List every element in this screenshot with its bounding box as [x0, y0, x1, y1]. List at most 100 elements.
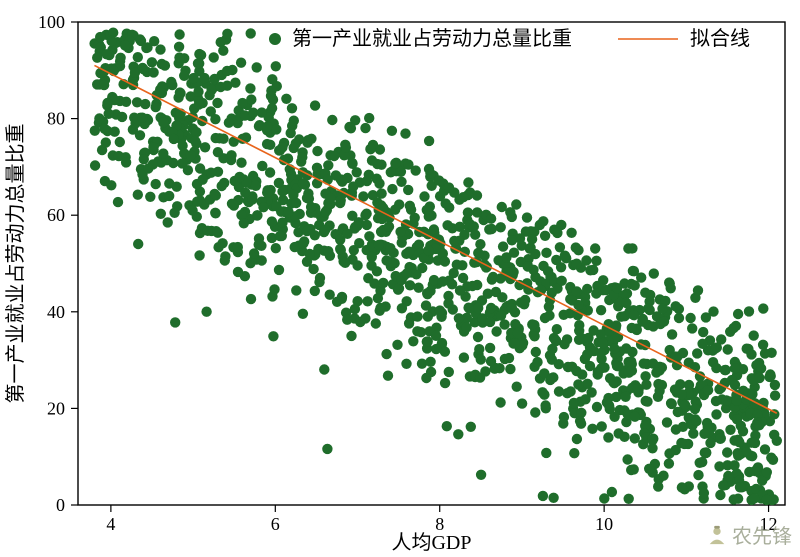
data-point — [630, 433, 640, 443]
data-point — [505, 364, 515, 374]
data-point — [255, 240, 265, 250]
data-point — [523, 261, 533, 271]
data-point — [770, 390, 780, 400]
data-point — [375, 306, 385, 316]
data-point — [507, 235, 517, 245]
data-point — [381, 255, 391, 265]
data-point — [623, 243, 633, 253]
data-point — [749, 437, 759, 447]
data-point — [402, 268, 412, 278]
data-point — [467, 281, 477, 291]
data-point — [440, 256, 450, 266]
data-point — [308, 264, 318, 274]
data-point — [541, 403, 551, 413]
data-point — [323, 246, 333, 256]
data-point — [246, 28, 256, 38]
data-point — [769, 430, 779, 440]
data-point — [627, 366, 637, 376]
x-tick-label: 10 — [595, 514, 613, 534]
data-point — [463, 207, 473, 217]
data-point — [485, 343, 495, 353]
data-point — [657, 380, 667, 390]
data-point — [274, 265, 284, 275]
data-point — [758, 340, 768, 350]
data-point — [240, 188, 250, 198]
data-point — [120, 40, 130, 50]
data-point — [734, 437, 744, 447]
data-point — [335, 244, 345, 254]
data-point — [92, 53, 102, 63]
data-point — [237, 98, 247, 108]
data-point — [369, 278, 379, 288]
data-point — [222, 66, 232, 76]
y-axis-label: 第一产业就业占劳动力总量比重 — [4, 124, 27, 404]
data-point — [352, 221, 362, 231]
data-point — [435, 305, 445, 315]
data-point — [678, 422, 688, 432]
data-point — [715, 490, 725, 500]
data-point — [513, 328, 523, 338]
data-point — [572, 434, 582, 444]
data-point — [404, 247, 414, 257]
data-point — [95, 32, 105, 42]
data-point — [768, 455, 778, 465]
data-point — [566, 228, 576, 238]
data-point — [424, 136, 434, 146]
data-point — [725, 425, 735, 435]
data-point — [760, 444, 770, 454]
data-point — [541, 448, 551, 458]
data-point — [466, 422, 476, 432]
data-point — [151, 102, 161, 112]
data-point — [139, 154, 149, 164]
data-point — [236, 158, 246, 168]
data-point — [486, 303, 496, 313]
data-point — [547, 344, 557, 354]
data-point — [376, 188, 386, 198]
y-tick-label: 0 — [56, 495, 65, 515]
data-point — [289, 116, 299, 126]
data-point — [423, 245, 433, 255]
data-point — [442, 421, 452, 431]
data-point — [404, 318, 414, 328]
data-point — [425, 357, 435, 367]
data-point — [658, 471, 668, 481]
data-point — [571, 366, 581, 376]
data-point — [486, 214, 496, 224]
data-point — [322, 444, 332, 454]
data-point — [133, 239, 143, 249]
data-point — [651, 367, 661, 377]
chart-svg: 4681012020406080100人均GDP第一产业就业占劳动力总量比重第一… — [0, 0, 800, 557]
data-point — [497, 202, 507, 212]
data-point — [315, 273, 325, 283]
data-point — [705, 438, 715, 448]
data-point — [657, 304, 667, 314]
data-point — [531, 347, 541, 357]
data-point — [671, 301, 681, 311]
data-point — [743, 344, 753, 354]
data-point — [257, 161, 267, 171]
data-point — [384, 221, 394, 231]
data-point — [455, 285, 465, 295]
data-point — [591, 256, 601, 266]
data-point — [487, 224, 497, 234]
data-point — [194, 99, 204, 109]
data-point — [169, 134, 179, 144]
data-point — [378, 278, 388, 288]
data-point — [619, 432, 629, 442]
data-point — [512, 382, 522, 392]
data-point — [306, 202, 316, 212]
data-point — [212, 98, 222, 108]
data-point — [367, 155, 377, 165]
data-point — [530, 249, 540, 259]
data-point — [130, 68, 140, 78]
data-point — [209, 52, 219, 62]
data-point — [158, 148, 168, 158]
data-point — [448, 304, 458, 314]
data-point — [371, 318, 381, 328]
data-point — [587, 424, 597, 434]
data-point — [624, 494, 634, 504]
data-point — [346, 123, 356, 133]
data-point — [685, 313, 695, 323]
data-point — [267, 216, 277, 226]
data-point — [90, 126, 100, 136]
